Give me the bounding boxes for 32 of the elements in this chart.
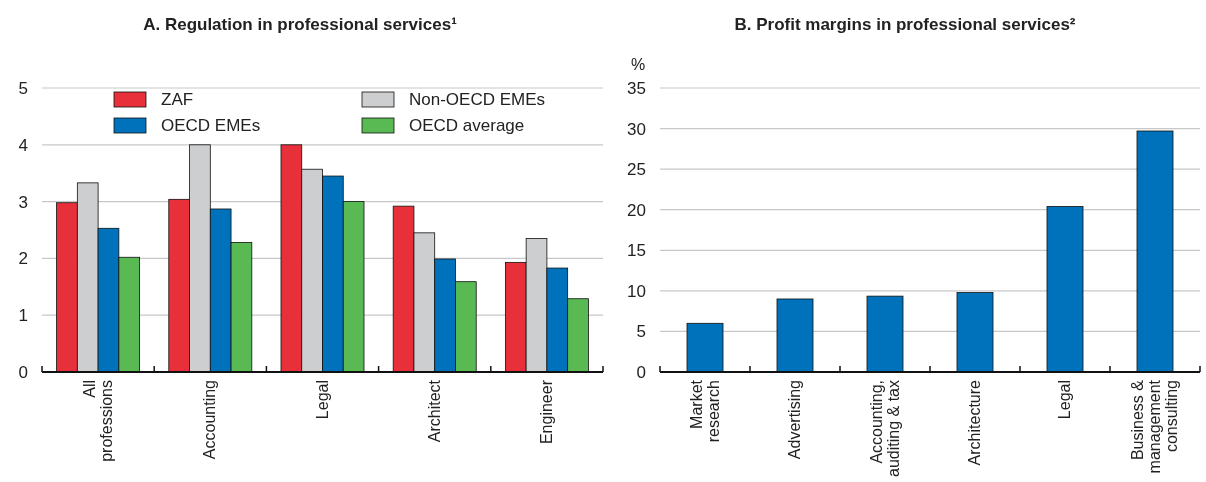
legend-label: OECD average — [409, 116, 525, 135]
legend-label: Non-OECD EMEs — [409, 90, 546, 109]
y-tick-label: 10 — [627, 281, 646, 301]
x-tick-label: Architect — [425, 379, 443, 443]
x-tick-label: Accounting — [201, 380, 219, 460]
y-tick-label: 5 — [636, 322, 646, 342]
y-tick-label: 15 — [627, 241, 646, 261]
y-tick-label: 0 — [636, 362, 646, 382]
chart-title: A. Regulation in professional services¹ — [143, 15, 458, 34]
x-tick-label: Accounting, auditing & tax — [867, 380, 902, 477]
y-tick-label: 5 — [18, 78, 28, 98]
x-tick-label: Business & management consulting — [1129, 379, 1180, 474]
legend-label: ZAF — [161, 90, 194, 109]
y-tick-label: 0 — [18, 362, 28, 382]
x-tick-label: Architecture — [966, 379, 983, 466]
x-tick-label: All professions — [80, 380, 115, 462]
x-tick-label: Engineer — [537, 379, 555, 445]
y-tick-label: 20 — [627, 200, 646, 220]
chart-title: B. Profit margins in professional services² — [734, 15, 1076, 34]
x-tick-label: Advertising — [786, 380, 803, 460]
y-tick-label: 25 — [627, 160, 646, 180]
legend-label: OECD EMEs — [161, 116, 261, 135]
y-axis-title: % — [630, 56, 646, 73]
y-tick-label: 2 — [18, 249, 28, 269]
y-tick-label: 1 — [18, 306, 28, 326]
y-tick-label: 35 — [627, 78, 646, 98]
y-tick-label: 4 — [18, 135, 28, 155]
x-tick-label: Legal — [313, 380, 331, 420]
x-tick-label: Legal — [1056, 380, 1073, 420]
y-tick-label: 30 — [627, 119, 646, 139]
y-tick-label: 3 — [18, 192, 28, 212]
x-tick-label: Market research — [687, 379, 722, 443]
